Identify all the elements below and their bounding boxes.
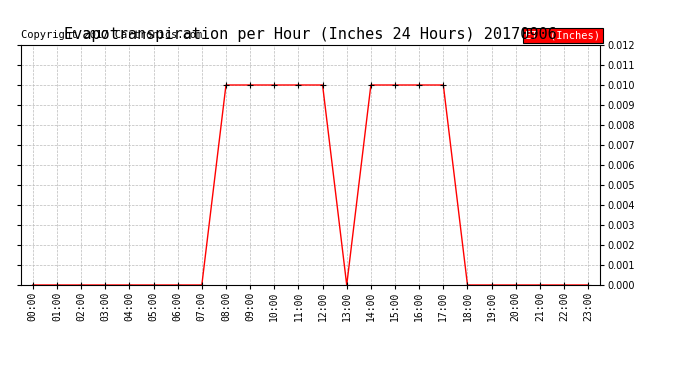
Text: Copyright 2017 Cartronics.com: Copyright 2017 Cartronics.com <box>21 30 202 40</box>
Text: ET  (Inches): ET (Inches) <box>525 30 600 40</box>
Title: Evapotranspiration per Hour (Inches 24 Hours) 20170906: Evapotranspiration per Hour (Inches 24 H… <box>64 27 557 42</box>
